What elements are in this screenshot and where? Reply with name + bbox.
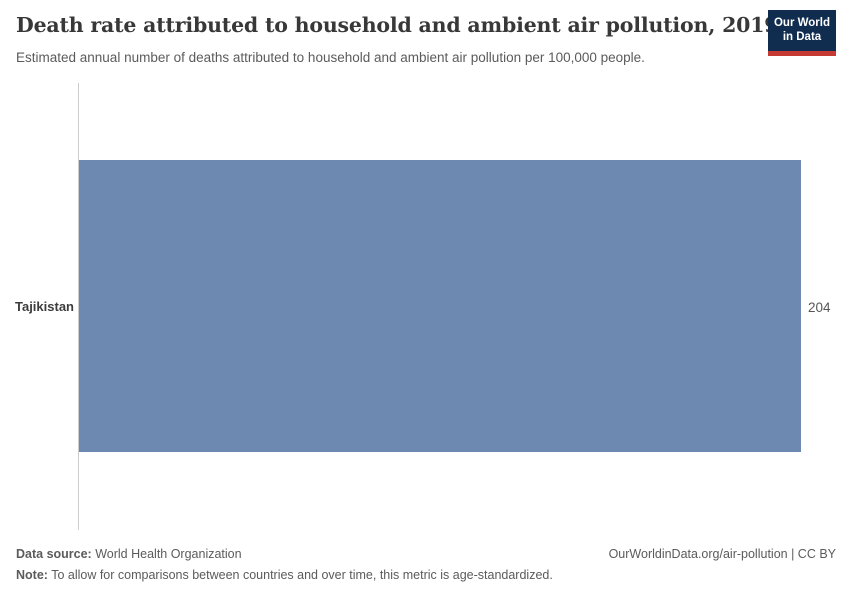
- owid-logo-stripe: [768, 50, 836, 56]
- attribution-link[interactable]: OurWorldinData.org/air-pollution | CC BY: [608, 547, 836, 561]
- owid-logo-line2: in Data: [782, 30, 822, 43]
- bar-value-label: 204: [808, 300, 831, 315]
- chart-subtitle: Estimated annual number of deaths attrib…: [16, 50, 645, 65]
- note-value: To allow for comparisons between countri…: [51, 568, 553, 582]
- plot-area: [79, 160, 801, 452]
- entity-label-tajikistan: Tajikistan: [14, 299, 74, 314]
- note-label: Note:: [16, 568, 48, 582]
- data-source-value: World Health Organization: [95, 547, 242, 561]
- data-source: Data source: World Health Organization: [16, 547, 242, 562]
- footer: Data source: World Health Organization O…: [16, 547, 836, 583]
- owid-logo-text: Our World in Data: [768, 10, 836, 51]
- footer-note: Note: To allow for comparisons between c…: [16, 568, 836, 583]
- data-source-label: Data source:: [16, 547, 92, 561]
- bar-tajikistan[interactable]: [79, 160, 801, 452]
- owid-logo-line1: Our World: [773, 17, 830, 29]
- owid-logo[interactable]: Our World in Data: [768, 10, 836, 56]
- y-axis-line: [78, 83, 79, 530]
- footer-line1: Data source: World Health Organization O…: [16, 547, 836, 562]
- page-title: Death rate attributed to household and a…: [16, 13, 779, 37]
